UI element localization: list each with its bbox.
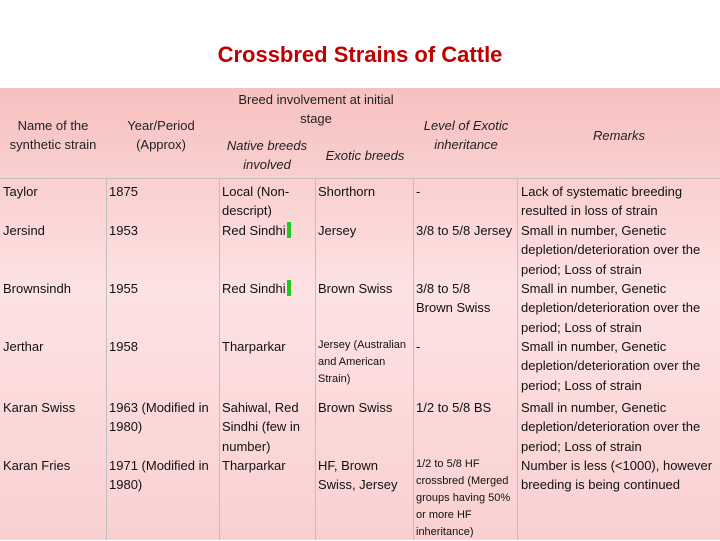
header-divider xyxy=(0,178,720,179)
cell-exotic-taylor: Shorthorn xyxy=(318,184,376,199)
cell-exotic-brownsindh: Brown Swiss xyxy=(318,281,393,296)
header-year: Year/Period (Approx) xyxy=(127,118,195,152)
cell-exotic-karan-fries: HF, Brown Swiss, Jersey xyxy=(318,458,398,493)
cell-exotic-jersind: Jersey xyxy=(318,223,357,238)
cell-name-brownsindh: Brownsindh xyxy=(3,281,71,296)
header-exotic: Exotic breeds xyxy=(325,148,405,163)
cell-remarks-karan-fries: Number is less (<1000), however breeding… xyxy=(521,458,713,493)
cell-native-jersind: Red Sindhi xyxy=(222,221,314,240)
header-native: Native breeds involved xyxy=(226,138,308,172)
cell-native-karan-fries: Tharparkar xyxy=(222,458,286,473)
cell-year-karan-fries: 1971 (Modified in 1980) xyxy=(109,458,209,493)
cell-level-brownsindh: 3/8 to 5/8 Brown Swiss xyxy=(416,281,491,316)
column-divider xyxy=(315,178,316,540)
cell-level-karan-fries: 1/2 to 5/8 HF crossbred (Merged groups h… xyxy=(416,458,511,538)
header-breed-group: Breed involvement at initial stage xyxy=(238,92,394,126)
cell-level-taylor: - xyxy=(416,184,421,199)
column-divider xyxy=(413,178,414,540)
header-remarks: Remarks xyxy=(592,128,645,143)
column-divider xyxy=(517,178,518,540)
highlight-mark xyxy=(286,222,291,238)
cell-level-karan-swiss: 1/2 to 5/8 BS xyxy=(416,400,492,415)
column-divider xyxy=(106,178,107,540)
cell-remarks-jersind: Small in number, Genetic depletion/deter… xyxy=(521,223,701,277)
highlight-mark xyxy=(286,280,291,296)
cell-exotic-jerthar: Jersey (Australian and American Strain) xyxy=(318,339,407,385)
cell-name-karan-swiss: Karan Swiss xyxy=(3,400,76,415)
cell-year-karan-swiss: 1963 (Modified in 1980) xyxy=(109,400,209,435)
cell-remarks-jerthar: Small in number, Genetic depletion/deter… xyxy=(521,339,701,393)
cell-exotic-karan-swiss: Brown Swiss xyxy=(318,400,393,415)
cell-level-jersind: 3/8 to 5/8 Jersey xyxy=(416,223,513,238)
cell-year-taylor: 1875 xyxy=(109,184,138,199)
cell-year-jersind: 1953 xyxy=(109,223,138,238)
cell-remarks-brownsindh: Small in number, Genetic depletion/deter… xyxy=(521,281,701,335)
cell-name-jersind: Jersind xyxy=(3,223,45,238)
column-divider xyxy=(219,178,220,540)
page-title: Crossbred Strains of Cattle xyxy=(217,42,503,67)
cell-native-brownsindh: Red Sindhi xyxy=(222,279,314,298)
cell-name-jerthar: Jerthar xyxy=(3,339,44,354)
cell-native-karan-swiss: Sahiwal, Red Sindhi (few in number) xyxy=(222,400,301,454)
cell-year-jerthar: 1958 xyxy=(109,339,138,354)
cell-year-brownsindh: 1955 xyxy=(109,281,138,296)
cell-native-jerthar: Tharparkar xyxy=(222,339,286,354)
cell-name-taylor: Taylor xyxy=(3,184,38,199)
cell-native-jersind-text: Red Sindhi xyxy=(222,223,286,238)
cell-level-jerthar: - xyxy=(416,339,421,354)
cell-name-karan-fries: Karan Fries xyxy=(3,458,71,473)
cell-remarks-karan-swiss: Small in number, Genetic depletion/deter… xyxy=(521,400,701,454)
cell-remarks-taylor: Lack of systematic breeding resulted in … xyxy=(521,184,683,219)
cell-native-taylor: Local (Non-descript) xyxy=(222,184,290,219)
header-level: Level of Exotic inheritance xyxy=(423,118,509,152)
header-name: Name of the synthetic strain xyxy=(9,118,97,152)
table-panel xyxy=(0,88,720,540)
cell-native-brownsindh-text: Red Sindhi xyxy=(222,281,286,296)
